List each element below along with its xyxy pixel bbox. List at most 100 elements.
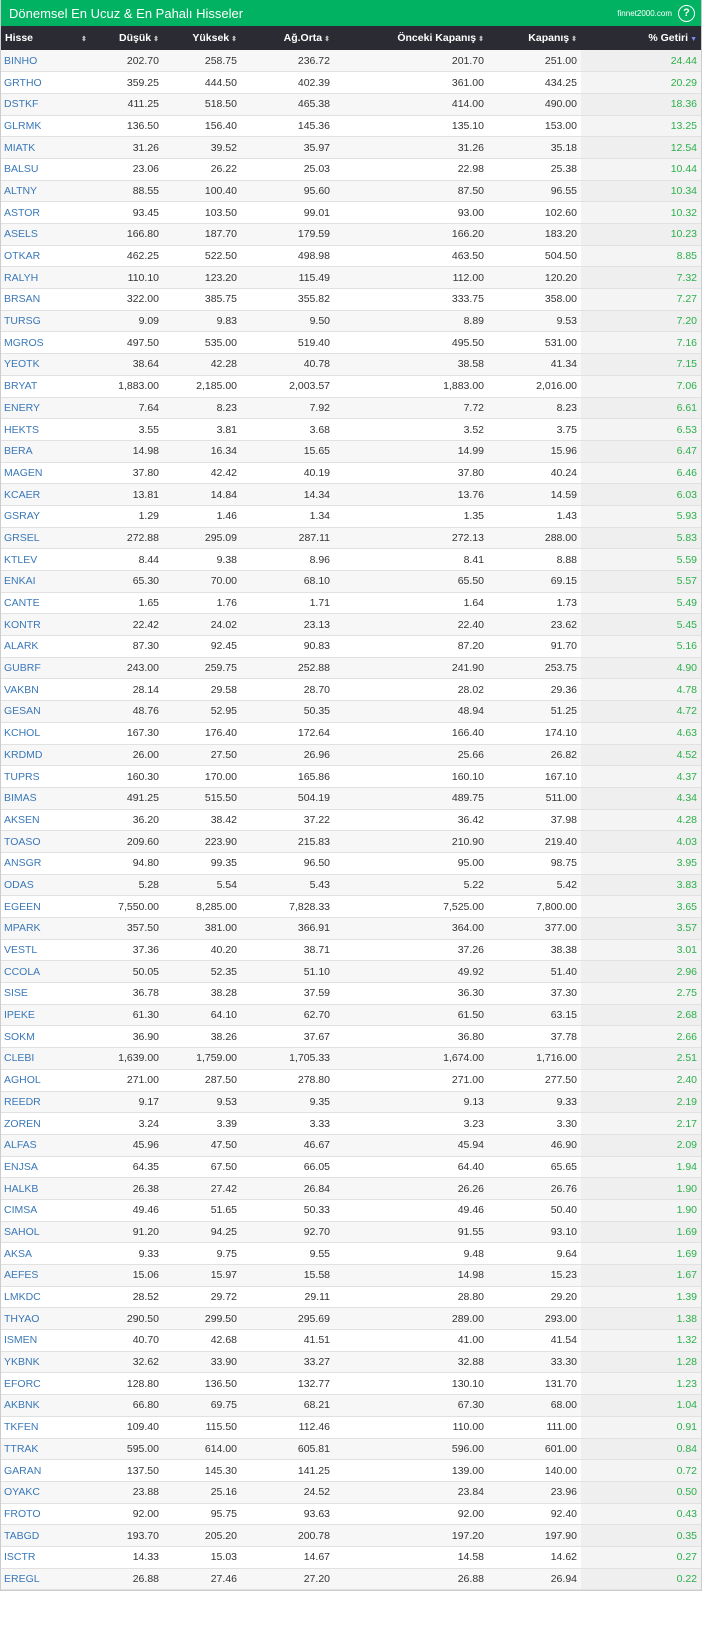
ticker-link[interactable]: MPARK bbox=[1, 917, 81, 940]
ticker-link[interactable]: TKFEN bbox=[1, 1416, 81, 1439]
ticker-link[interactable]: LMKDC bbox=[1, 1286, 81, 1309]
ticker-link[interactable]: AKSA bbox=[1, 1242, 81, 1265]
ticker-link[interactable]: GLRMK bbox=[1, 115, 81, 138]
ticker-link[interactable]: ALFAS bbox=[1, 1134, 81, 1157]
ticker-link[interactable]: TTRAK bbox=[1, 1438, 81, 1461]
ticker-link[interactable]: TURSG bbox=[1, 310, 81, 333]
ticker-link[interactable]: KCAER bbox=[1, 483, 81, 506]
ticker-link[interactable]: BERA bbox=[1, 440, 81, 463]
ticker-link[interactable]: REEDR bbox=[1, 1091, 81, 1114]
table-row: CCOLA 50.05 52.35 51.10 49.92 51.40 2.96 bbox=[1, 960, 701, 984]
column-header-getiri[interactable]: % Getiri ▼ bbox=[581, 26, 701, 50]
ticker-link[interactable]: BRYAT bbox=[1, 375, 81, 398]
column-header-dusuk[interactable]: Düşük ⬍ bbox=[81, 26, 163, 50]
cell-yuksek: 5.54 bbox=[163, 874, 241, 897]
ticker-link[interactable]: GUBRF bbox=[1, 657, 81, 680]
sort-icon[interactable]: ⬍ bbox=[478, 36, 484, 43]
ticker-link[interactable]: SAHOL bbox=[1, 1221, 81, 1244]
ticker-link[interactable]: CCOLA bbox=[1, 960, 81, 984]
column-header-hisse[interactable]: Hisse ⬍ bbox=[1, 26, 87, 50]
ticker-link[interactable]: MIATK bbox=[1, 136, 81, 159]
ticker-link[interactable]: YEOTK bbox=[1, 353, 81, 376]
ticker-link[interactable]: FROTO bbox=[1, 1503, 81, 1526]
ticker-link[interactable]: OTKAR bbox=[1, 245, 81, 268]
ticker-link[interactable]: BALSU bbox=[1, 158, 81, 181]
ticker-link[interactable]: BRSAN bbox=[1, 288, 81, 311]
ticker-link[interactable]: GRTHO bbox=[1, 71, 81, 94]
ticker-link[interactable]: VAKBN bbox=[1, 678, 81, 702]
cell-getiri: 1.04 bbox=[581, 1394, 701, 1417]
ticker-link[interactable]: KCHOL bbox=[1, 722, 81, 745]
sort-icon[interactable]: ⬍ bbox=[324, 36, 330, 43]
ticker-link[interactable]: BINHO bbox=[1, 50, 81, 73]
ticker-link[interactable]: RALYH bbox=[1, 266, 81, 290]
ticker-link[interactable]: CIMSA bbox=[1, 1199, 81, 1222]
ticker-link[interactable]: AEFES bbox=[1, 1264, 81, 1287]
ticker-link[interactable]: AKSEN bbox=[1, 809, 81, 832]
ticker-link[interactable]: KTLEV bbox=[1, 548, 81, 571]
cell-yuksek: 99.35 bbox=[163, 852, 241, 875]
ticker-link[interactable]: VESTL bbox=[1, 939, 81, 962]
ticker-link[interactable]: HALKB bbox=[1, 1177, 81, 1200]
ticker-link[interactable]: ANSGR bbox=[1, 852, 81, 875]
ticker-link[interactable]: ENKAI bbox=[1, 570, 81, 593]
sort-icon[interactable]: ⬍ bbox=[571, 36, 577, 43]
cell-getiri: 4.72 bbox=[581, 700, 701, 723]
ticker-link[interactable]: SOKM bbox=[1, 1025, 81, 1049]
ticker-link[interactable]: AGHOL bbox=[1, 1069, 81, 1092]
cell-kapanis: 531.00 bbox=[488, 331, 581, 355]
column-header-onceki-kapanis[interactable]: Önceki Kapanış ⬍ bbox=[334, 26, 488, 50]
cell-kapanis: 15.23 bbox=[488, 1264, 581, 1287]
ticker-link[interactable]: OYAKC bbox=[1, 1481, 81, 1504]
sort-desc-icon[interactable]: ▼ bbox=[690, 36, 697, 43]
ticker-link[interactable]: HEKTS bbox=[1, 418, 81, 441]
ticker-link[interactable]: KRDMD bbox=[1, 744, 81, 767]
ticker-link[interactable]: SISE bbox=[1, 982, 81, 1005]
column-header-ag-orta[interactable]: Ağ.Orta ⬍ bbox=[241, 26, 334, 50]
ticker-link[interactable]: TOASO bbox=[1, 830, 81, 853]
ticker-link[interactable]: AKBNK bbox=[1, 1394, 81, 1417]
ticker-link[interactable]: ASTOR bbox=[1, 201, 81, 224]
ticker-link[interactable]: GRSEL bbox=[1, 527, 81, 550]
cell-kapanis: 68.00 bbox=[488, 1394, 581, 1417]
ticker-link[interactable]: KONTR bbox=[1, 613, 81, 637]
ticker-link[interactable]: TABGD bbox=[1, 1524, 81, 1547]
ticker-link[interactable]: TUPRS bbox=[1, 765, 81, 788]
cell-yuksek: 52.35 bbox=[163, 960, 241, 984]
help-icon[interactable]: ? bbox=[678, 4, 695, 22]
column-header-kapanis[interactable]: Kapanış ⬍ bbox=[488, 26, 581, 50]
ticker-link[interactable]: MGROS bbox=[1, 331, 81, 355]
sort-icon[interactable]: ⬍ bbox=[81, 36, 87, 43]
brand-link[interactable]: finnet2000.com bbox=[617, 8, 672, 18]
ticker-link[interactable]: GARAN bbox=[1, 1459, 81, 1482]
ticker-link[interactable]: IPEKE bbox=[1, 1004, 81, 1027]
cell-onceki-kapanis: 333.75 bbox=[334, 288, 488, 311]
ticker-link[interactable]: ASELS bbox=[1, 223, 81, 246]
ticker-link[interactable]: CANTE bbox=[1, 592, 81, 615]
ticker-link[interactable]: ALTNY bbox=[1, 180, 81, 203]
sort-icon[interactable]: ⬍ bbox=[231, 36, 237, 43]
cell-yuksek: 16.34 bbox=[163, 440, 241, 463]
ticker-link[interactable]: ZOREN bbox=[1, 1112, 81, 1135]
ticker-link[interactable]: BIMAS bbox=[1, 787, 81, 810]
ticker-link[interactable]: GSRAY bbox=[1, 505, 81, 528]
ticker-link[interactable]: THYAO bbox=[1, 1307, 81, 1331]
ticker-link[interactable]: ALARK bbox=[1, 635, 81, 658]
ticker-link[interactable]: EFORC bbox=[1, 1372, 81, 1396]
column-header-yuksek[interactable]: Yüksek ⬍ bbox=[163, 26, 241, 50]
ticker-link[interactable]: EGEEN bbox=[1, 895, 81, 918]
ticker-link[interactable]: ISMEN bbox=[1, 1329, 81, 1352]
ticker-link[interactable]: YKBNK bbox=[1, 1351, 81, 1374]
ticker-link[interactable]: DSTKF bbox=[1, 93, 81, 116]
cell-ag-orta: 37.22 bbox=[241, 809, 334, 832]
sort-icon[interactable]: ⬍ bbox=[153, 36, 159, 43]
ticker-link[interactable]: GESAN bbox=[1, 700, 81, 723]
ticker-link[interactable]: ISCTR bbox=[1, 1546, 81, 1569]
ticker-link[interactable]: ODAS bbox=[1, 874, 81, 897]
ticker-link[interactable]: ENERY bbox=[1, 397, 81, 420]
cell-dusuk: 48.76 bbox=[81, 700, 163, 723]
ticker-link[interactable]: MAGEN bbox=[1, 462, 81, 485]
ticker-link[interactable]: CLEBI bbox=[1, 1047, 81, 1070]
ticker-link[interactable]: ENJSA bbox=[1, 1156, 81, 1179]
ticker-link[interactable]: EREGL bbox=[1, 1568, 81, 1591]
